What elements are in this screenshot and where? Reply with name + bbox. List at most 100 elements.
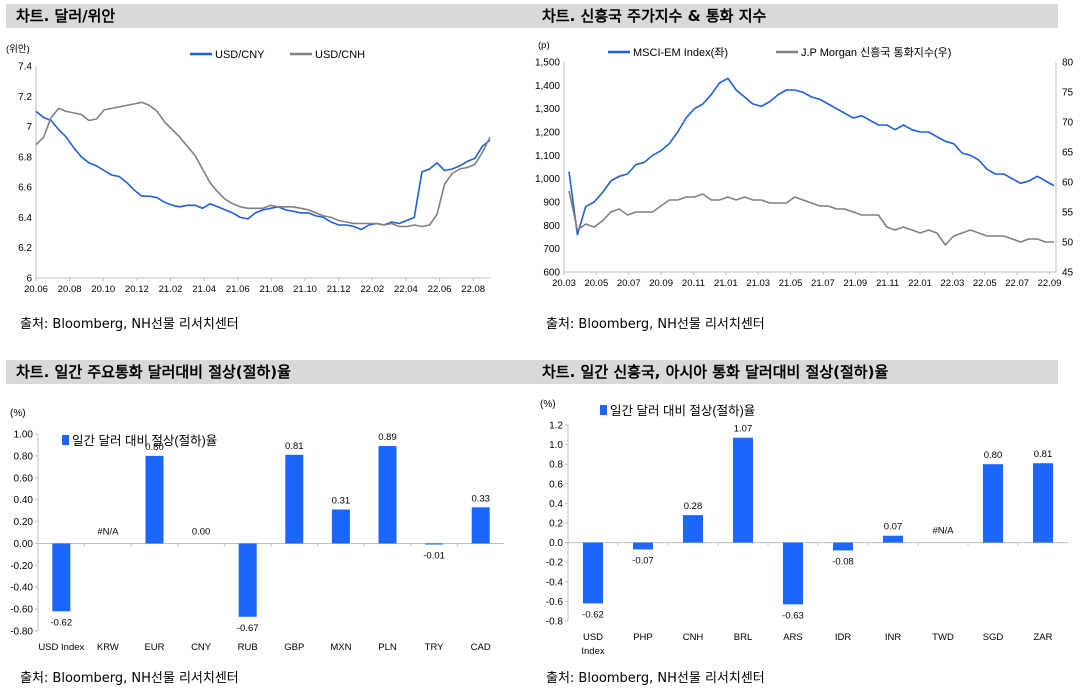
category-label: Index — [581, 646, 604, 657]
title-bar: 차트. 달러/위안 — [6, 4, 532, 28]
data-label: 0.81 — [1034, 449, 1053, 460]
y-tick-label: 1,300 — [535, 104, 560, 115]
y-tick-label: 800 — [543, 221, 560, 232]
bar-brl — [733, 437, 753, 543]
y-tick-label: 1,400 — [535, 81, 560, 92]
legend-swatch — [600, 405, 607, 415]
x-tick-label: 20.12 — [125, 284, 149, 295]
x-tick-label: 21.08 — [260, 284, 284, 295]
y2-tick-label: 70 — [1062, 118, 1074, 129]
y-tick-label: 0.2 — [549, 519, 563, 530]
data-label: 0.80 — [145, 442, 164, 453]
x-tick-label: 21.12 — [327, 284, 351, 295]
category-label: USD Index — [38, 642, 84, 653]
category-label: GBP — [284, 642, 304, 653]
chart-title: 차트. 일간 주요통화 달러대비 절상(절하)율 — [16, 363, 291, 381]
bar-zar — [1033, 463, 1053, 543]
category-label: CNY — [191, 642, 212, 653]
x-tick-label: 21.07 — [811, 278, 835, 289]
x-tick-label: 22.06 — [428, 284, 452, 295]
data-label: -0.01 — [423, 551, 445, 562]
data-label: 0.81 — [285, 441, 304, 452]
x-tick-label: 21.02 — [159, 284, 183, 295]
panel-em-asia-fx-change: 차트. 일간 신흥국, 아시아 통화 달러대비 절상(절하)율 출처: Bloo… — [532, 356, 1064, 700]
unit-label: (위안) — [6, 43, 30, 55]
panel-em-index: 차트. 신흥국 주가지수 & 통화 지수 출처: Bloomberg, NH선물… — [532, 0, 1064, 344]
bar-usd-index — [583, 542, 603, 604]
x-tick-label: 21.03 — [746, 278, 770, 289]
data-label: -0.07 — [632, 555, 654, 566]
y-tick-label: 0.0 — [549, 538, 563, 549]
x-tick-label: 22.04 — [394, 284, 418, 295]
bar-php — [633, 542, 653, 550]
x-tick-label: 21.09 — [843, 278, 867, 289]
data-label: -0.63 — [782, 610, 804, 621]
y-tick-label: 6.6 — [18, 183, 32, 194]
series-line-2 — [35, 101, 491, 228]
series-line-2 — [568, 190, 1054, 246]
title-bar: 차트. 신흥국 주가지수 & 통화 지수 — [532, 4, 1058, 28]
category-label: TWD — [932, 632, 954, 643]
y-tick-label: 0.6 — [549, 479, 563, 490]
data-label: 0.00 — [192, 526, 211, 537]
x-tick-label: 21.10 — [293, 284, 317, 295]
data-label: 0.89 — [378, 432, 397, 443]
unit-label: (%) — [540, 399, 556, 410]
data-label: 0.33 — [471, 493, 490, 504]
y-tick-label: 0.20 — [14, 517, 34, 528]
x-tick-label: 20.03 — [552, 278, 576, 289]
bar-mxn — [331, 509, 350, 544]
category-label: ARS — [783, 632, 803, 643]
category-label: SGD — [983, 632, 1004, 643]
category-label: BRL — [734, 632, 752, 643]
x-tick-label: 21.05 — [779, 278, 803, 289]
source-note: 출처: Bloomberg, NH선물 리서치센터 — [546, 317, 765, 332]
bar-sgd — [983, 464, 1003, 543]
y-tick-label: 6.4 — [18, 213, 32, 224]
data-label: #N/A — [932, 526, 954, 537]
y-tick-label: -0.80 — [10, 627, 33, 638]
x-tick-label: 21.04 — [192, 284, 216, 295]
bar-cad — [471, 507, 490, 544]
legend-label: MSCI-EM Index(좌) — [633, 46, 728, 59]
category-label: PLN — [378, 642, 397, 653]
y2-tick-label: 55 — [1062, 208, 1074, 219]
series-line-1 — [35, 110, 491, 231]
y-tick-label: 7.2 — [18, 92, 32, 103]
y-tick-label: 0.60 — [14, 473, 34, 484]
data-label: 0.07 — [884, 522, 903, 533]
y-tick-label: 0.40 — [14, 495, 34, 506]
y2-tick-label: 45 — [1062, 268, 1074, 279]
x-tick-label: 20.06 — [24, 284, 48, 295]
source-note: 출처: Bloomberg, NH선물 리서치센터 — [20, 317, 239, 332]
bar-rub — [238, 543, 257, 617]
bar-eur — [145, 455, 164, 544]
category-label: KRW — [97, 642, 119, 653]
x-tick-label: 20.08 — [58, 284, 82, 295]
x-tick-label: 22.02 — [360, 284, 384, 295]
category-label: TRY — [425, 642, 444, 653]
y-tick-label: 0.80 — [14, 451, 34, 462]
panel-usd-cny: 차트. 달러/위안 출처: Bloomberg, NH선물 리서치센터 — [6, 0, 538, 344]
chart-title: 차트. 일간 신흥국, 아시아 통화 달러대비 절상(절하)율 — [542, 363, 889, 381]
bar-gbp — [285, 454, 304, 544]
x-tick-label: 20.10 — [91, 284, 115, 295]
x-tick-label: 22.01 — [908, 278, 932, 289]
data-label: -0.62 — [582, 609, 604, 620]
y-tick-label: 1,000 — [535, 174, 560, 185]
category-label: CAD — [471, 642, 491, 653]
title-bar: 차트. 일간 신흥국, 아시아 통화 달러대비 절상(절하)율 — [532, 360, 1058, 384]
x-tick-label: 21.11 — [876, 278, 899, 289]
x-tick-label: 20.05 — [584, 278, 608, 289]
y-tick-label: 1.0 — [549, 440, 563, 451]
bar-idr — [833, 542, 853, 551]
category-label: ZAR — [1034, 632, 1053, 643]
y-tick-label: -0.8 — [546, 617, 564, 628]
series-line-1 — [568, 77, 1055, 236]
x-tick-label: 22.08 — [461, 284, 485, 295]
x-tick-label: 22.03 — [941, 278, 965, 289]
x-tick-label: 21.06 — [226, 284, 250, 295]
category-label: USD — [583, 632, 603, 643]
y-tick-label: -0.60 — [10, 605, 33, 616]
data-label: -0.08 — [832, 556, 854, 567]
